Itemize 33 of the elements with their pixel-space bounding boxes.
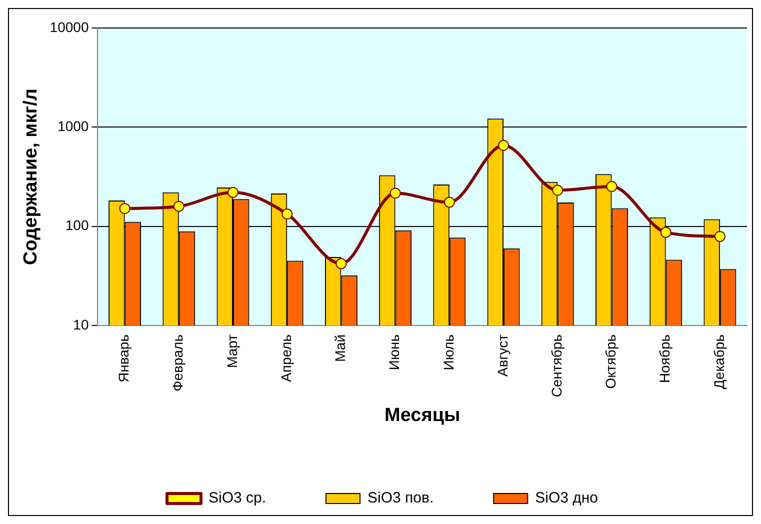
- legend-label: SiO3 пов.: [368, 490, 434, 507]
- y-axis-title: Содержание, мкг/л: [20, 88, 42, 265]
- x-tick-label: Декабрь: [710, 334, 727, 390]
- point: [390, 188, 401, 199]
- x-tick-label: Апрель: [278, 334, 294, 382]
- x-tick-label: Май: [332, 334, 348, 362]
- y-tick-label: 100: [65, 217, 89, 234]
- legend-label: SiO3 дно: [535, 490, 598, 507]
- x-tick-label: Март: [224, 334, 240, 368]
- x-tick-label: Ноябрь: [656, 334, 673, 384]
- x-axis-title: Месяцы: [384, 404, 460, 426]
- x-tick-label: Февраль: [170, 334, 186, 392]
- point: [498, 140, 510, 151]
- point: [282, 208, 293, 220]
- point: [552, 184, 564, 196]
- point: [336, 258, 347, 270]
- point: [444, 196, 455, 208]
- point: [606, 181, 618, 192]
- y-tick-label: 1000: [58, 118, 89, 134]
- x-tick-label: Октябрь: [602, 334, 619, 389]
- legend-label: SiO3 ср.: [208, 490, 266, 507]
- point: [173, 200, 184, 212]
- point: [714, 230, 726, 242]
- point: [660, 226, 672, 238]
- x-tick-label: Январь: [116, 334, 132, 382]
- x-tick-label: Сентябрь: [548, 334, 564, 398]
- point: [119, 203, 130, 214]
- y-tick-label: 10: [73, 316, 89, 332]
- x-tick-label: Август: [494, 334, 510, 377]
- y-tick-label: 10000: [50, 18, 89, 35]
- x-tick-label: Июнь: [386, 334, 402, 370]
- point: [227, 186, 238, 198]
- x-tick-label: Июль: [440, 334, 456, 370]
